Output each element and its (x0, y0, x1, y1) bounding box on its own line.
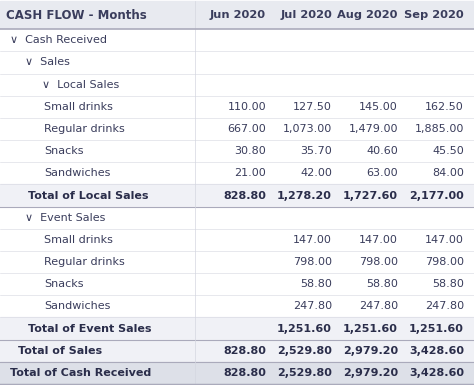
Text: 2,979.20: 2,979.20 (343, 346, 398, 356)
Text: Sep 2020: Sep 2020 (404, 10, 464, 20)
Text: 828.80: 828.80 (223, 346, 266, 356)
Text: 45.50: 45.50 (432, 146, 464, 156)
Text: 162.50: 162.50 (425, 102, 464, 112)
Text: 3,428.60: 3,428.60 (409, 368, 464, 378)
Text: 798.00: 798.00 (359, 257, 398, 267)
Text: 828.80: 828.80 (223, 191, 266, 201)
Bar (0, 229, 474, 251)
Text: 1,251.60: 1,251.60 (343, 323, 398, 333)
Text: Total of Event Sales: Total of Event Sales (28, 323, 152, 333)
Bar (0, 318, 474, 340)
Bar (0, 140, 474, 162)
Text: Snacks: Snacks (44, 279, 83, 289)
Text: 828.80: 828.80 (223, 368, 266, 378)
Text: Regular drinks: Regular drinks (44, 124, 125, 134)
Text: 2,529.80: 2,529.80 (277, 346, 332, 356)
Text: Regular drinks: Regular drinks (44, 257, 125, 267)
Text: 247.80: 247.80 (293, 301, 332, 311)
Text: Sandwiches: Sandwiches (44, 301, 110, 311)
Text: 798.00: 798.00 (293, 257, 332, 267)
Text: ∨  Local Sales: ∨ Local Sales (28, 80, 119, 90)
Text: 58.80: 58.80 (432, 279, 464, 289)
Bar (0, 362, 474, 384)
Bar (0, 96, 474, 118)
Text: 147.00: 147.00 (359, 235, 398, 245)
Text: 127.50: 127.50 (293, 102, 332, 112)
Text: 42.00: 42.00 (300, 168, 332, 178)
Text: 58.80: 58.80 (300, 279, 332, 289)
Text: Jun 2020: Jun 2020 (210, 10, 266, 20)
Text: 798.00: 798.00 (425, 257, 464, 267)
Text: Snacks: Snacks (44, 146, 83, 156)
Bar (0, 295, 474, 318)
Text: 1,251.60: 1,251.60 (277, 323, 332, 333)
Bar (0, 273, 474, 295)
Text: 2,979.20: 2,979.20 (343, 368, 398, 378)
Text: 667.00: 667.00 (227, 124, 266, 134)
Bar (0, 162, 474, 184)
Text: ∨  Sales: ∨ Sales (18, 57, 70, 67)
Text: Total of Local Sales: Total of Local Sales (28, 191, 148, 201)
Text: 1,479.00: 1,479.00 (348, 124, 398, 134)
Bar (0, 118, 474, 140)
Bar (0, 29, 474, 52)
Text: 247.80: 247.80 (425, 301, 464, 311)
Text: 3,428.60: 3,428.60 (409, 346, 464, 356)
Text: 1,885.00: 1,885.00 (415, 124, 464, 134)
Text: 147.00: 147.00 (293, 235, 332, 245)
Text: CASH FLOW - Months: CASH FLOW - Months (6, 8, 147, 22)
Text: 247.80: 247.80 (359, 301, 398, 311)
Text: 1,278.20: 1,278.20 (277, 191, 332, 201)
Text: 2,529.80: 2,529.80 (277, 368, 332, 378)
Text: 1,073.00: 1,073.00 (283, 124, 332, 134)
Text: 63.00: 63.00 (366, 168, 398, 178)
Bar (0, 184, 474, 207)
Bar (0, 52, 474, 74)
Text: 110.00: 110.00 (228, 102, 266, 112)
Text: 40.60: 40.60 (366, 146, 398, 156)
Bar (0, 251, 474, 273)
Text: 21.00: 21.00 (234, 168, 266, 178)
Text: ∨  Cash Received: ∨ Cash Received (10, 35, 107, 45)
Bar (0, 340, 474, 362)
Text: Small drinks: Small drinks (44, 235, 113, 245)
Text: Total of Sales: Total of Sales (18, 346, 102, 356)
Bar (0, 74, 474, 96)
Text: 1,727.60: 1,727.60 (343, 191, 398, 201)
Bar (0, 207, 474, 229)
Text: Total of Cash Received: Total of Cash Received (10, 368, 151, 378)
Text: Jul 2020: Jul 2020 (280, 10, 332, 20)
Text: 147.00: 147.00 (425, 235, 464, 245)
Text: 2,177.00: 2,177.00 (409, 191, 464, 201)
Text: 58.80: 58.80 (366, 279, 398, 289)
Text: Aug 2020: Aug 2020 (337, 10, 398, 20)
Text: Sandwiches: Sandwiches (44, 168, 110, 178)
Text: 84.00: 84.00 (432, 168, 464, 178)
Text: ∨  Event Sales: ∨ Event Sales (18, 213, 105, 223)
Text: 1,251.60: 1,251.60 (409, 323, 464, 333)
Text: 35.70: 35.70 (300, 146, 332, 156)
Text: 145.00: 145.00 (359, 102, 398, 112)
Text: 30.80: 30.80 (234, 146, 266, 156)
Text: Small drinks: Small drinks (44, 102, 113, 112)
Bar (0, 1, 474, 29)
